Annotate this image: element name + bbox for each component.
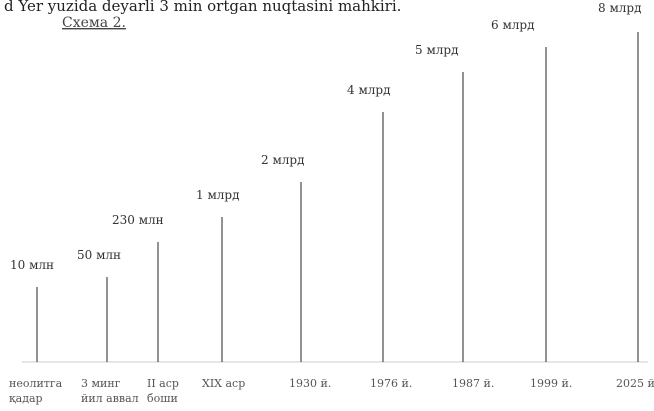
- bar-value-label: 8 млрд: [598, 1, 641, 15]
- x-tick-labels-group: неолитга қадар 3 минг йил аввал II аср боши XI…: [9, 377, 654, 405]
- x-tick-label: XIX аср: [202, 377, 245, 390]
- x-tick-label: йил аввал: [81, 392, 139, 405]
- bar-value-label: 10 млн: [10, 258, 54, 272]
- x-tick-label: 3 минг: [81, 377, 121, 390]
- x-tick-label: 1930 й.: [289, 377, 331, 390]
- bar-value-label: 230 млн: [112, 213, 164, 227]
- x-tick-label: боши: [147, 392, 178, 405]
- bar-value-label: 6 млрд: [491, 18, 534, 32]
- x-tick-label: 1987 й.: [452, 377, 494, 390]
- bar-value-label: 1 млрд: [196, 188, 239, 202]
- cropped-header-text: d Yer yuzida deyarli 3 min ortgan nuqtas…: [4, 0, 401, 15]
- x-tick-label: 1999 й.: [530, 377, 572, 390]
- scheme-label: Схема 2.: [62, 15, 126, 31]
- bar-value-label: 5 млрд: [415, 43, 458, 57]
- x-tick-label: II аср: [147, 377, 179, 390]
- bar-value-label: 50 млн: [77, 248, 121, 262]
- x-tick-label: неолитга: [9, 377, 63, 390]
- x-tick-label: 1976 й.: [370, 377, 412, 390]
- x-tick-label: 2025 й.: [616, 377, 654, 390]
- bar-value-label: 4 млрд: [347, 83, 390, 97]
- value-labels-group: 10 млн 50 млн 230 млн 1 млрд 2 млрд 4 млрд 5 м…: [10, 1, 641, 272]
- bar-lines-group: [36, 32, 639, 362]
- bar-value-label: 2 млрд: [261, 153, 304, 167]
- x-tick-label: қадар: [9, 392, 43, 405]
